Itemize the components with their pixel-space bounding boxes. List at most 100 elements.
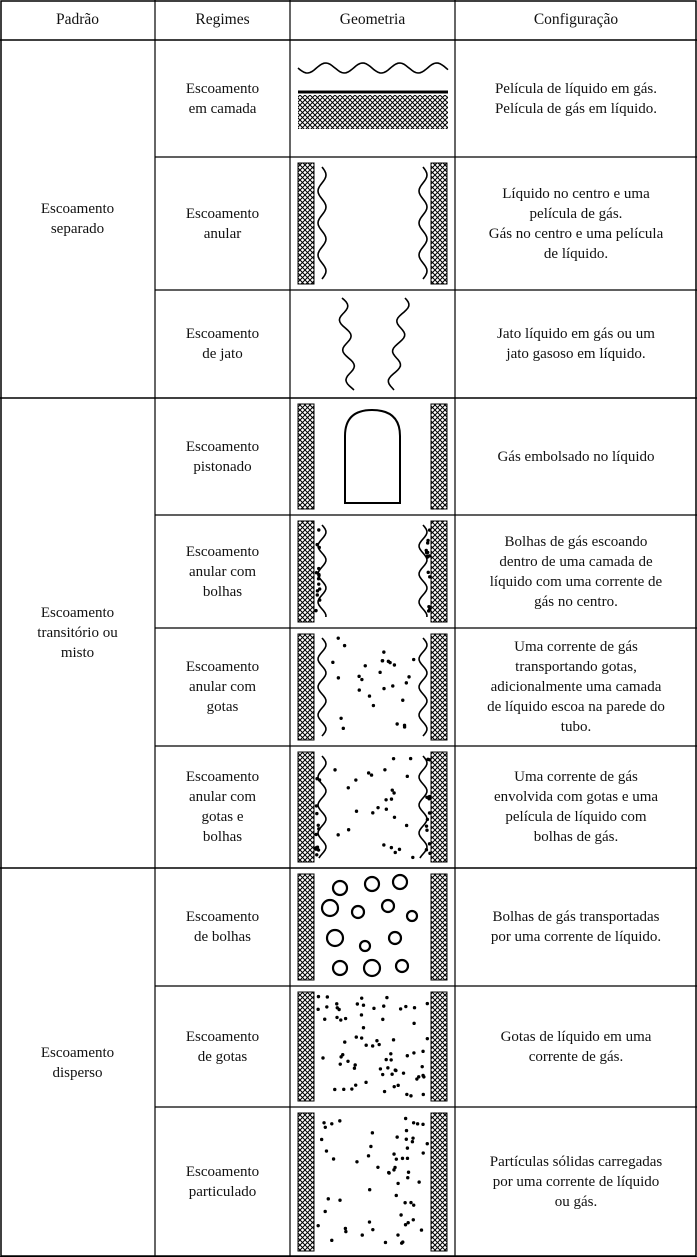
liquid-layer bbox=[298, 95, 448, 129]
text-line: Escoamento bbox=[185, 543, 260, 560]
text-line: Jato líquido em gás ou um bbox=[497, 326, 655, 342]
drop bbox=[425, 1142, 429, 1146]
drop bbox=[401, 1071, 406, 1075]
drop bbox=[382, 650, 386, 654]
drop bbox=[425, 817, 430, 822]
drop bbox=[428, 851, 432, 856]
drop bbox=[341, 726, 345, 731]
cell: Jato líquido em gás ou um jato gasoso em … bbox=[457, 290, 695, 398]
wave bbox=[317, 637, 327, 737]
bubble bbox=[391, 873, 409, 891]
wave bbox=[297, 62, 449, 74]
drop bbox=[410, 1140, 415, 1144]
drop bbox=[338, 1198, 342, 1202]
cell: Escoamento pistonado bbox=[155, 398, 290, 515]
text-line: anular com bbox=[188, 789, 257, 805]
drop bbox=[357, 674, 361, 679]
drop bbox=[399, 1213, 403, 1217]
wall bbox=[297, 751, 315, 863]
drop bbox=[321, 1056, 325, 1060]
drop bbox=[391, 1038, 396, 1042]
drop bbox=[350, 1087, 354, 1091]
text-line: de líquido escoa na parede do bbox=[487, 699, 665, 715]
drop bbox=[377, 1042, 381, 1047]
drop bbox=[354, 778, 358, 782]
text-line: líquido com uma corrente de bbox=[489, 573, 663, 590]
drop bbox=[404, 1004, 408, 1009]
text-line: Partículas sólidas carregadas bbox=[489, 1154, 663, 1170]
drop bbox=[411, 1136, 415, 1140]
drop bbox=[412, 1021, 416, 1026]
text-line: Líquido no centro e uma bbox=[502, 185, 650, 202]
text-line: transportando gotas, bbox=[515, 659, 637, 675]
drop bbox=[394, 1157, 399, 1161]
drop bbox=[403, 1116, 408, 1121]
wall bbox=[430, 633, 448, 741]
drop bbox=[427, 842, 432, 846]
drop bbox=[314, 846, 318, 850]
drop bbox=[415, 1077, 419, 1081]
drop bbox=[409, 1094, 413, 1098]
drop bbox=[383, 768, 387, 772]
wall bbox=[297, 403, 315, 510]
bubble bbox=[358, 939, 372, 953]
bubble bbox=[394, 958, 410, 974]
text-line: particulado bbox=[188, 1184, 257, 1200]
drop bbox=[375, 1039, 379, 1043]
cell: Escoamento anular com gotas bbox=[155, 628, 290, 746]
text-line: bolhas de gás. bbox=[533, 829, 619, 845]
drop bbox=[315, 593, 320, 597]
wave bbox=[387, 297, 410, 391]
text-line: Escoamento bbox=[40, 605, 115, 621]
drop bbox=[425, 1036, 430, 1041]
drop bbox=[389, 797, 394, 801]
drop bbox=[401, 698, 405, 702]
drop bbox=[363, 664, 367, 668]
cell: Partículas sólidas carregadas por uma cor… bbox=[457, 1107, 695, 1257]
text-line: adicionalmente uma camada bbox=[490, 679, 662, 695]
drop bbox=[386, 1066, 390, 1070]
drop bbox=[381, 1072, 385, 1077]
wall bbox=[297, 991, 315, 1102]
drop bbox=[415, 1122, 420, 1126]
drop bbox=[420, 1064, 424, 1069]
text-line: Escoamento bbox=[185, 1028, 260, 1045]
drop bbox=[314, 608, 318, 613]
wave bbox=[418, 755, 428, 859]
drop bbox=[360, 677, 364, 682]
drop bbox=[425, 541, 430, 545]
drop bbox=[406, 1221, 410, 1225]
drop bbox=[339, 1018, 343, 1022]
drop bbox=[333, 768, 337, 772]
drop bbox=[384, 807, 389, 811]
drop bbox=[395, 1135, 399, 1139]
bubble bbox=[350, 904, 366, 920]
gas-slug bbox=[344, 408, 401, 504]
text-line: por uma corrente de líquido bbox=[492, 1174, 660, 1190]
drop bbox=[336, 833, 340, 837]
drop bbox=[417, 1180, 421, 1184]
drop bbox=[406, 1170, 411, 1174]
drop bbox=[381, 1017, 385, 1022]
drop bbox=[412, 1051, 416, 1055]
cell: Uma corrente de gás transportando gotas, a… bbox=[457, 628, 695, 746]
drop bbox=[371, 811, 375, 815]
drop bbox=[390, 1072, 394, 1076]
text-line: corrente de gás. bbox=[528, 1048, 624, 1065]
drop bbox=[335, 1002, 339, 1006]
wall bbox=[430, 751, 448, 863]
text-line: de gotas bbox=[197, 1048, 248, 1065]
drop bbox=[389, 845, 394, 850]
drop bbox=[325, 1005, 329, 1009]
drop bbox=[323, 1017, 327, 1021]
wall bbox=[430, 403, 448, 510]
drop bbox=[392, 1084, 396, 1089]
bubble bbox=[325, 928, 345, 948]
drop bbox=[396, 1083, 400, 1088]
drop bbox=[402, 725, 407, 729]
drop bbox=[382, 843, 386, 847]
wall bbox=[297, 873, 315, 981]
drop bbox=[370, 1044, 375, 1048]
drop bbox=[342, 1087, 346, 1092]
